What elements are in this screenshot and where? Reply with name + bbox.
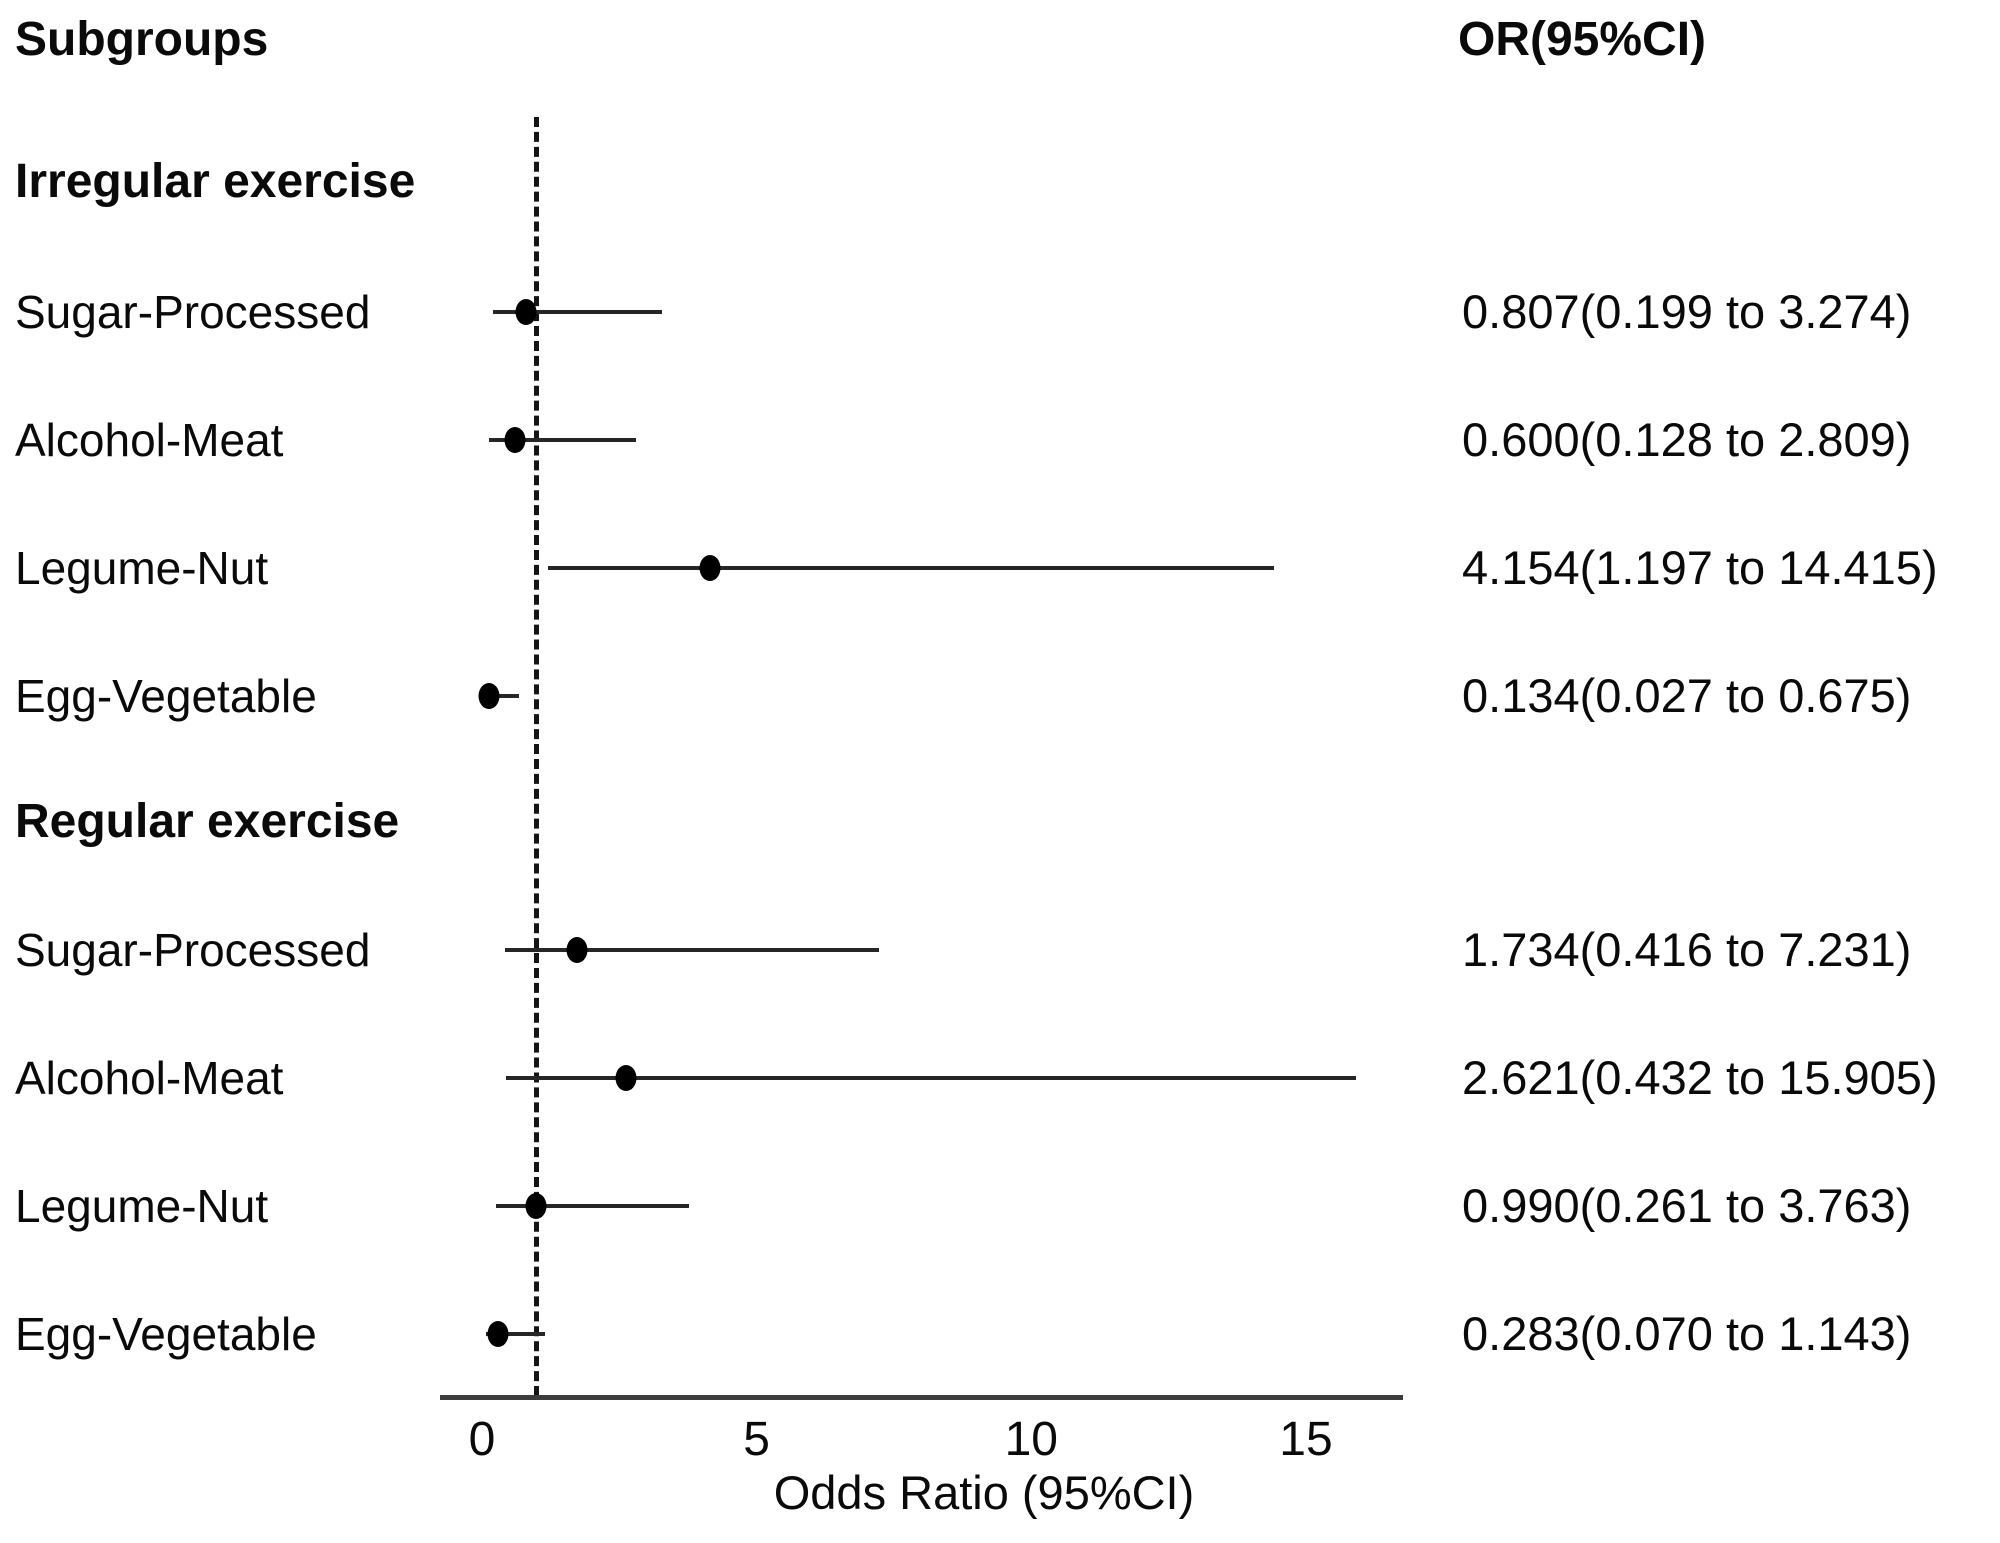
x-tick-label: 0 bbox=[468, 1413, 496, 1466]
or-ci-value: 0.600(0.128 to 2.809) bbox=[1462, 413, 1912, 466]
or-ci-value: 0.807(0.199 to 3.274) bbox=[1462, 285, 1912, 338]
ci-line bbox=[483, 694, 520, 698]
row-label: Legume-Nut bbox=[15, 542, 269, 594]
point-estimate-marker bbox=[515, 299, 537, 325]
row-label: Egg-Vegetable bbox=[15, 1308, 317, 1360]
or-ci-value: 4.154(1.197 to 14.415) bbox=[1462, 541, 1938, 594]
point-estimate-marker bbox=[525, 1193, 547, 1219]
ci-line bbox=[496, 1204, 689, 1208]
group-label: Regular exercise bbox=[15, 795, 400, 848]
point-estimate-marker bbox=[478, 683, 500, 709]
row-label: Legume-Nut bbox=[15, 1180, 269, 1232]
x-tick-label: 5 bbox=[743, 1413, 770, 1466]
point-estimate-marker bbox=[615, 1065, 637, 1091]
row-label: Sugar-Processed bbox=[15, 924, 371, 976]
x-axis-title: Odds Ratio (95%CI) bbox=[773, 1466, 1195, 1519]
point-estimate-marker bbox=[566, 937, 588, 963]
point-estimate-marker bbox=[699, 555, 721, 581]
or-ci-value: 0.134(0.027 to 0.675) bbox=[1462, 669, 1912, 722]
ci-line bbox=[485, 1332, 545, 1336]
column-header-or-ci: OR(95%CI) bbox=[1458, 13, 1707, 66]
row-label: Egg-Vegetable bbox=[15, 670, 317, 722]
or-ci-value: 0.990(0.261 to 3.763) bbox=[1462, 1179, 1912, 1232]
ci-line bbox=[504, 948, 880, 952]
or-ci-value: 0.283(0.070 to 1.143) bbox=[1462, 1307, 1912, 1360]
column-header-subgroups: Subgroups bbox=[15, 13, 269, 66]
ci-line bbox=[489, 438, 637, 442]
row-label: Alcohol-Meat bbox=[15, 1052, 284, 1104]
x-tick-label: 10 bbox=[1004, 1413, 1058, 1466]
ci-line bbox=[547, 566, 1274, 570]
ci-line bbox=[505, 1076, 1356, 1080]
group-label: Irregular exercise bbox=[15, 155, 416, 208]
row-label: Sugar-Processed bbox=[15, 286, 371, 338]
ci-line bbox=[492, 310, 662, 314]
point-estimate-marker bbox=[487, 1321, 509, 1347]
x-axis-line bbox=[440, 1395, 1403, 1400]
or-ci-value: 1.734(0.416 to 7.231) bbox=[1462, 923, 1912, 976]
x-tick-label: 15 bbox=[1279, 1413, 1333, 1466]
reference-line-or-1 bbox=[534, 117, 540, 1396]
point-estimate-marker bbox=[504, 427, 526, 453]
or-ci-value: 2.621(0.432 to 15.905) bbox=[1462, 1051, 1938, 1104]
row-label: Alcohol-Meat bbox=[15, 414, 284, 466]
